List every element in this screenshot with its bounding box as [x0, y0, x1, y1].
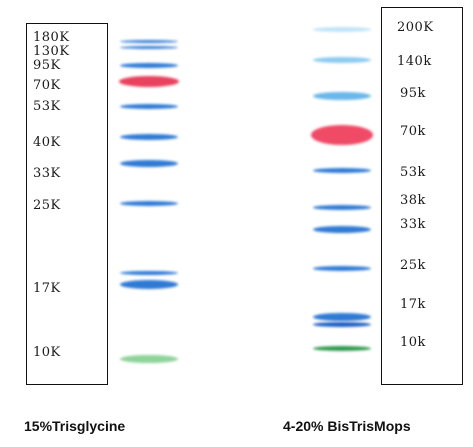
- marker-label-33k: 33K: [33, 166, 61, 181]
- gel-band-180k-left: [120, 40, 178, 43]
- marker-label-140k: 140k: [397, 54, 432, 69]
- gel-band-25k-right: [313, 266, 371, 271]
- marker-label-10k-right: 10k: [400, 335, 426, 350]
- marker-label-130k: 130K: [33, 44, 70, 59]
- marker-label-95k-right: 95k: [400, 86, 426, 101]
- marker-label-box-right: [381, 7, 463, 385]
- gel-band-53k-left: [120, 104, 178, 109]
- marker-label-95k: 95K: [33, 58, 61, 73]
- gel-caption-trisglycine: 15%Trisglycine: [24, 418, 126, 434]
- gel-band-130k-left: [120, 46, 178, 49]
- gel-band-33k-left: [120, 160, 178, 167]
- gel-band-17k-right: [313, 313, 371, 321]
- gel-band-10k-left: [120, 355, 178, 363]
- marker-label-70k: 70K: [33, 78, 61, 93]
- gel-band-70k-right: [311, 125, 373, 145]
- gel-band-extra-left: [120, 271, 178, 275]
- gel-band-140k-right: [313, 57, 371, 63]
- marker-label-17k: 17K: [33, 281, 61, 296]
- gel-band-200k-right: [313, 27, 371, 32]
- marker-label-40k: 40K: [33, 135, 61, 150]
- gel-band-53k-right: [313, 168, 371, 173]
- marker-label-33k-right: 33k: [400, 217, 426, 232]
- gel-band-95k-right: [313, 92, 371, 100]
- gel-caption-bistrismops: 4-20% BisTrisMops: [283, 418, 411, 434]
- gel-band-33k-right: [313, 226, 371, 233]
- gel-band-17k-left: [120, 280, 178, 289]
- marker-label-17k-right: 17k: [400, 297, 426, 312]
- gel-band-38k-right: [313, 205, 371, 210]
- marker-label-70k-right: 70k: [400, 124, 426, 139]
- gel-band-40k-left: [120, 134, 178, 140]
- gel-band-10k-right: [313, 346, 371, 351]
- gel-band-95k-left: [120, 63, 178, 68]
- marker-label-25k-right: 25k: [400, 258, 426, 273]
- marker-label-38k: 38k: [400, 193, 426, 208]
- marker-label-180k: 180K: [33, 30, 70, 45]
- gel-band-25k-left: [120, 201, 178, 206]
- marker-label-200k: 200K: [397, 20, 434, 35]
- marker-label-10k: 10K: [33, 345, 61, 360]
- gel-band-70k-left: [119, 76, 179, 87]
- marker-label-25k: 25K: [33, 198, 61, 213]
- marker-label-53k: 53K: [33, 99, 61, 114]
- marker-label-box-left: [26, 23, 108, 385]
- gel-band-extra-right: [313, 322, 371, 327]
- marker-label-53k-right: 53k: [400, 165, 426, 180]
